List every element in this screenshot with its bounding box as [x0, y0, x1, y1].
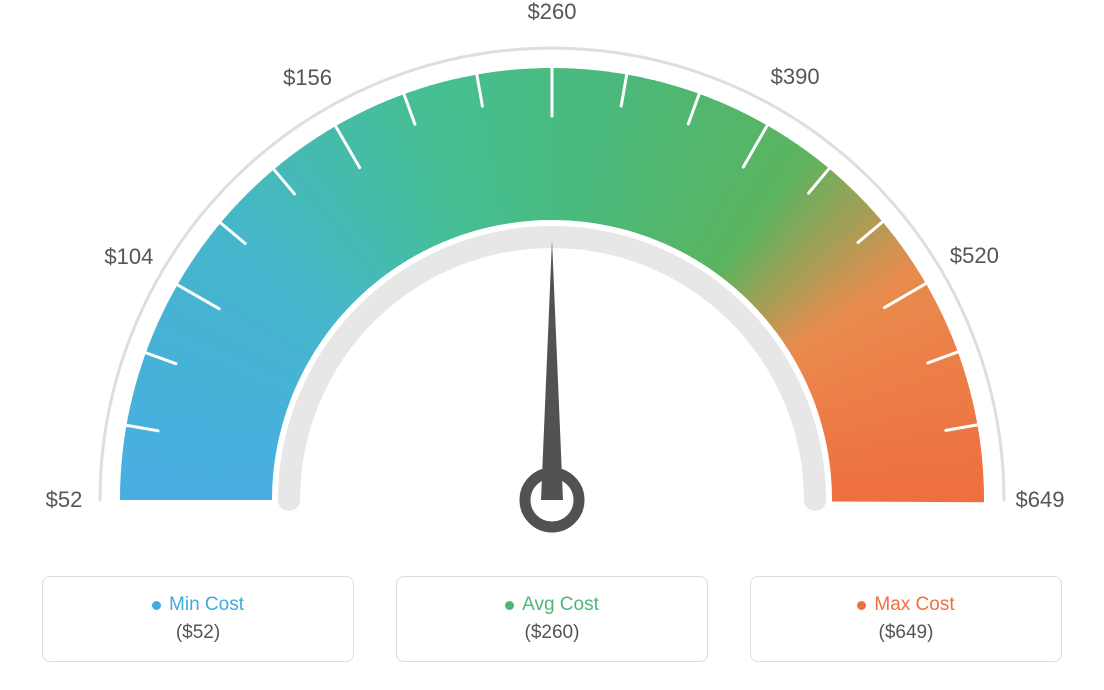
- gauge-tick-label: $260: [528, 0, 577, 25]
- legend-max-value: ($649): [879, 622, 934, 644]
- gauge-tick-label: $104: [104, 244, 153, 270]
- legend-max-label: Max Cost: [874, 594, 954, 616]
- gauge-tick-label: $390: [771, 64, 820, 90]
- cost-gauge-chart: $52 $104 $156 $260 $390 $520 $649 Min Cost ($5…: [0, 0, 1104, 690]
- legend-avg: Avg Cost ($260): [396, 576, 708, 662]
- gauge-tick-label: $156: [283, 65, 332, 91]
- gauge-tick-label: $52: [46, 487, 83, 513]
- legend-max-dot: [857, 601, 866, 610]
- legend-avg-title: Avg Cost: [505, 594, 599, 616]
- legend-min-value: ($52): [176, 622, 220, 644]
- gauge-area: $52 $104 $156 $260 $390 $520 $649: [0, 0, 1104, 560]
- legend-avg-value: ($260): [525, 622, 580, 644]
- legend-max: Max Cost ($649): [750, 576, 1062, 662]
- legend-min: Min Cost ($52): [42, 576, 354, 662]
- gauge-svg: [0, 0, 1104, 560]
- legend-row: Min Cost ($52) Avg Cost ($260) Max Cost …: [0, 576, 1104, 662]
- legend-avg-label: Avg Cost: [522, 594, 599, 616]
- legend-avg-dot: [505, 601, 514, 610]
- legend-min-dot: [152, 601, 161, 610]
- legend-min-title: Min Cost: [152, 594, 244, 616]
- gauge-tick-label: $520: [950, 243, 999, 269]
- legend-max-title: Max Cost: [857, 594, 954, 616]
- legend-min-label: Min Cost: [169, 594, 244, 616]
- gauge-tick-label: $649: [1016, 487, 1065, 513]
